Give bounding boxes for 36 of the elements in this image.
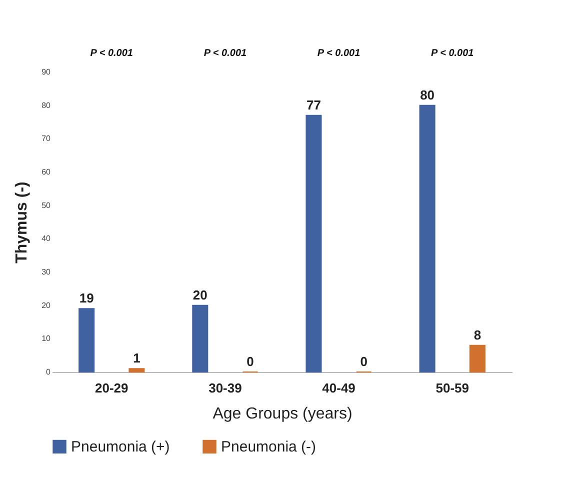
data-label: 0: [246, 354, 254, 369]
text: P < 0.001: [431, 48, 474, 59]
x-tick-label: 50-59: [436, 380, 469, 396]
y-tick-label: 40: [42, 234, 52, 244]
y-tick-label: 80: [42, 100, 52, 110]
bar: [192, 304, 208, 372]
data-label: 20: [192, 287, 208, 302]
legend-label: Pneumonia (+): [71, 438, 170, 456]
x-tick-label: 40-49: [322, 380, 356, 396]
x-tick-label: 20-29: [95, 380, 128, 396]
y-tick-label: 60: [42, 168, 52, 176]
y-tick-label: 20: [42, 300, 52, 310]
bar: [78, 308, 95, 372]
data-label: 1: [133, 350, 140, 366]
data-label: 19: [79, 290, 94, 306]
data-label: 8: [474, 327, 482, 342]
x-tick-label: 30-39: [208, 380, 242, 396]
y-tick-label: 0: [46, 368, 52, 376]
bar: [128, 368, 145, 372]
text: P < 0.001: [204, 48, 247, 59]
text: P < 0.001: [317, 48, 361, 59]
y-tick-label: 50: [42, 200, 52, 210]
data-label: 0: [360, 354, 368, 369]
y-tick-label: 70: [42, 134, 52, 144]
text: P < 0.001: [90, 48, 134, 59]
data-label: 80: [420, 87, 435, 102]
data-label: 77: [306, 97, 321, 112]
y-tick-label: 30: [42, 268, 52, 276]
bar: [306, 114, 322, 372]
y-tick-label: 10: [42, 334, 52, 344]
bar: [419, 104, 436, 372]
x-axis-title: Age Groups (years): [212, 406, 352, 422]
bar: [469, 344, 486, 372]
y-tick-label: 90: [42, 68, 52, 76]
y-axis-title: Thymus (-): [14, 182, 31, 264]
legend-label: Pneumonia (-): [221, 438, 316, 456]
